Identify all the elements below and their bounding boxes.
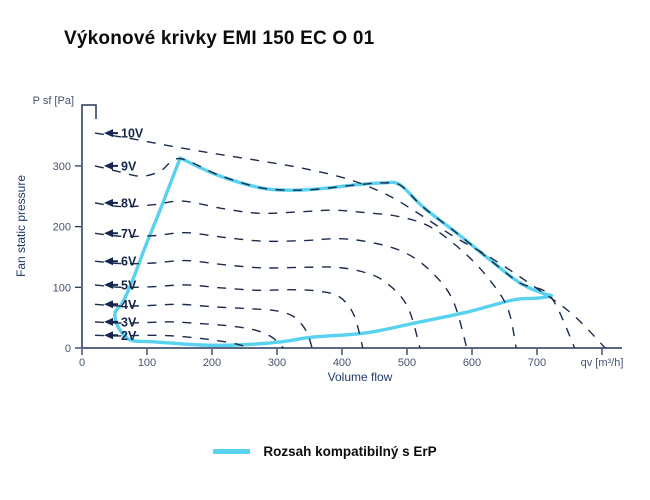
x-tick-label: 500 [398, 357, 416, 369]
legend: Rozsah kompatibilný s ErP [0, 444, 650, 459]
x-tick-label: 300 [268, 357, 286, 369]
curve-label-arrow-icon [104, 331, 118, 340]
curve-label-6V: 6V [121, 255, 137, 269]
x-axis-label: Volume flow [328, 370, 393, 384]
curve-label-10V: 10V [121, 127, 144, 141]
curve-label-3V: 3V [121, 315, 137, 329]
y-tick-label: 200 [53, 222, 71, 234]
x-axis-unit: qv [m³/h] [581, 357, 624, 369]
curve-label-arrow-icon [104, 300, 118, 309]
chart-title: Výkonové krivky EMI 150 EC O 01 [64, 28, 375, 49]
x-tick-label: 0 [79, 357, 85, 369]
x-tick-label: 100 [138, 357, 156, 369]
curve-label-4V: 4V [121, 298, 137, 312]
curve-8V [94, 200, 517, 349]
x-tick-label: 200 [203, 357, 221, 369]
legend-label: Rozsah kompatibilný s ErP [263, 444, 437, 459]
curve-label-8V: 8V [121, 196, 137, 210]
x-tick-label: 700 [528, 357, 546, 369]
y-tick-label: 100 [53, 282, 71, 294]
curve-9V [94, 157, 576, 349]
curve-7V [94, 231, 468, 349]
curve-2V [94, 334, 250, 349]
curve-label-arrow-icon [104, 198, 118, 207]
curve-6V [94, 259, 421, 349]
curve-label-5V: 5V [121, 278, 137, 292]
curve-label-9V: 9V [121, 159, 137, 173]
voltage-curves [94, 132, 606, 349]
legend-swatch-erp-line [213, 449, 251, 454]
axis-lines [81, 104, 622, 349]
curve-3V [94, 321, 284, 349]
curve-label-arrow-icon [104, 280, 118, 289]
y-tick-label: 0 [65, 343, 71, 355]
y-tick-label: 300 [53, 161, 71, 173]
curve-4V [94, 303, 313, 349]
y-axis-label: Fan static pressure [14, 175, 28, 277]
curve-label-arrow-icon [104, 161, 118, 170]
curve-label-7V: 7V [121, 227, 137, 241]
axes: 0 100 200 300 0 100 200 300 400 500 600 700 qv [m³/h… [14, 95, 623, 384]
curve-label-arrow-icon [104, 257, 118, 266]
curve-label-arrow-icon [104, 317, 118, 326]
x-tick-label: 600 [463, 357, 481, 369]
x-tick-label: 400 [333, 357, 351, 369]
y-axis-unit: P sf [Pa] [33, 95, 74, 107]
curve-label-arrow-icon [104, 229, 118, 238]
erp-region-outline [113, 156, 554, 348]
curve-10V [94, 132, 606, 349]
curve-5V [94, 284, 364, 349]
curve-label-arrow-icon [104, 129, 118, 138]
curve-label-2V: 2V [121, 329, 137, 343]
